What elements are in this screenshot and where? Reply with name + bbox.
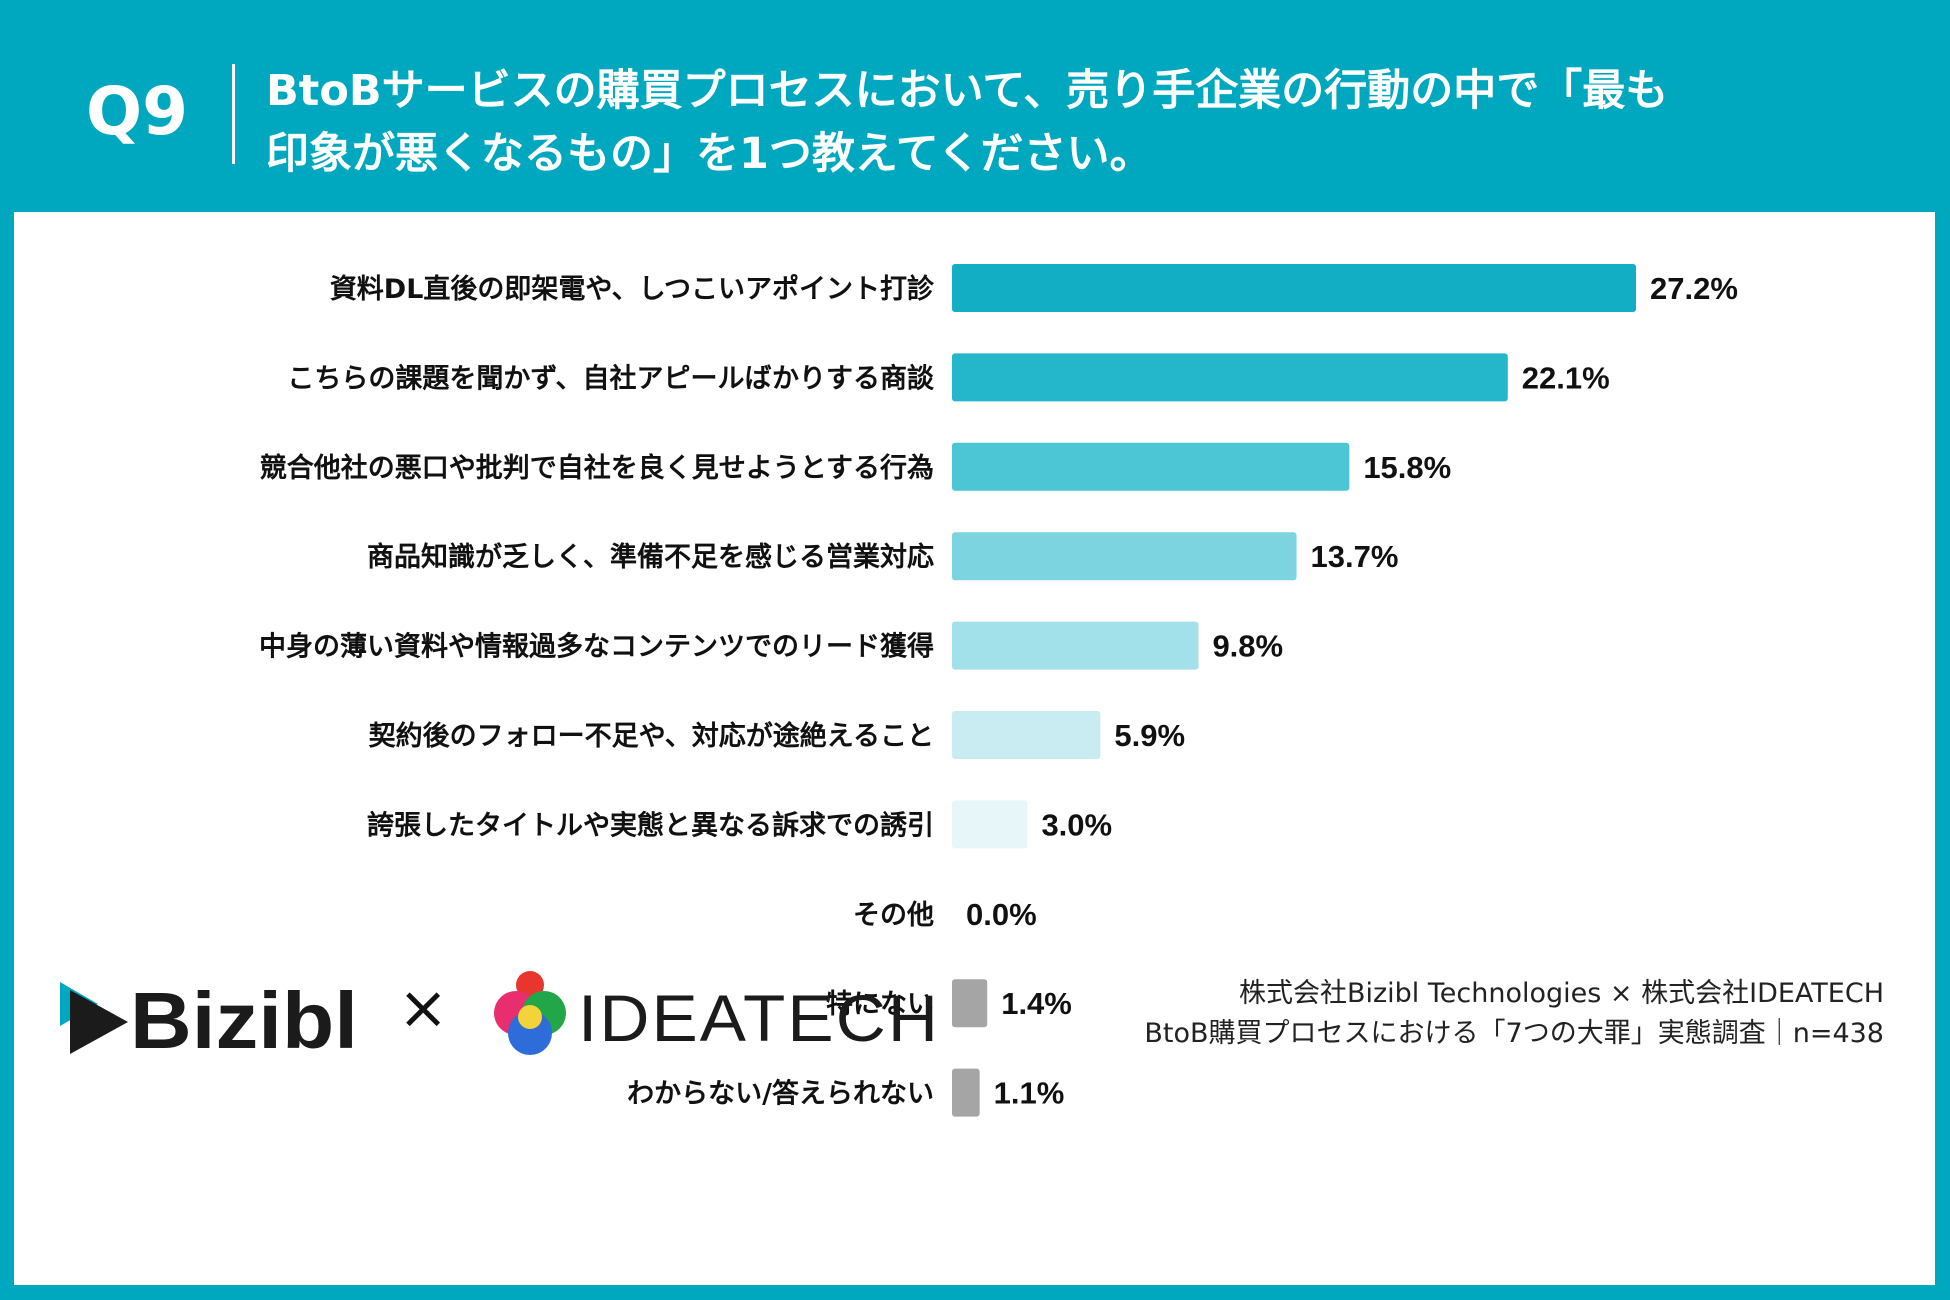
chart-panel: 資料DL直後の即架電や、しつこいアポイント打診 27.2% こちらの課題を聞かず、自… — [14, 212, 1935, 1285]
header-divider — [232, 64, 235, 164]
value-label: 15.8% — [1363, 450, 1451, 485]
category-label: 誇張したタイトルや実態と異なる訴求での誘引 — [367, 809, 934, 841]
bar — [952, 442, 1350, 491]
bizibl-play-icon — [70, 990, 128, 1054]
question-title: BtoBサービスの購買プロセスにおいて、売り手企業の行動の中で「最も 印象が悪く… — [266, 60, 1826, 186]
value-label: 0.0% — [966, 897, 1037, 932]
category-label: その他 — [853, 900, 934, 931]
category-label: 中身の薄い資料や情報過多なコンテンツでのリード獲得 — [259, 631, 934, 663]
bar — [952, 800, 1028, 849]
source-line-1: 株式会社Bizibl Technologies × 株式会社IDEATECH — [1238, 978, 1884, 1009]
ideatech-color-icon — [494, 971, 566, 1055]
bizibl-logo: Bizibl — [60, 976, 358, 1060]
ideatech-logo: IDEATECH — [494, 971, 940, 1055]
question-number: Q9 — [86, 73, 189, 150]
value-label: 1.4% — [1001, 986, 1072, 1021]
bar — [952, 264, 1636, 312]
value-label: 13.7% — [1311, 539, 1399, 574]
bar — [952, 979, 988, 1028]
category-label: 商品知識が乏しく、準備不足を感じる営業対応 — [367, 541, 934, 573]
category-label: 競合他社の悪口や批判で自社を良く見せようとする行為 — [260, 452, 934, 484]
bar — [952, 621, 1199, 670]
value-label: 3.0% — [1041, 807, 1112, 842]
category-label: 資料DL直後の即架電や、しつこいアポイント打診 — [330, 273, 935, 305]
value-label: 1.1% — [994, 1076, 1065, 1111]
question-title-line-2: 印象が悪くなるもの」を1つ教えてください。 — [266, 129, 1153, 179]
value-label: 5.9% — [1114, 718, 1185, 753]
bizibl-wordmark: Bizibl — [130, 976, 358, 1060]
bar — [952, 1068, 980, 1117]
category-label: 特にない — [826, 989, 934, 1020]
bar — [952, 711, 1101, 759]
bar-chart: 資料DL直後の即架電や、しつこいアポイント打診 27.2% こちらの課題を聞かず、自… — [259, 264, 1738, 1117]
value-label: 22.1% — [1522, 360, 1610, 395]
ideatech-wordmark: IDEATECH — [578, 981, 940, 1055]
source-line-2: BtoB購買プロセスにおける「7つの大罪」実態調査｜n=438 — [1144, 1018, 1884, 1049]
value-label: 9.8% — [1212, 629, 1283, 664]
question-title-line-1: BtoBサービスの購買プロセスにおいて、売り手企業の行動の中で「最も — [266, 66, 1669, 116]
category-label: わからない/答えられない — [627, 1078, 934, 1110]
survey-source: 株式会社Bizibl Technologies × 株式会社IDEATECH B… — [1144, 974, 1884, 1054]
bar — [952, 353, 1508, 402]
category-label: 契約後のフォロー不足や、対応が途絶えること — [369, 720, 934, 752]
collaboration-times-symbol: × — [398, 973, 449, 1043]
value-label: 27.2% — [1650, 271, 1738, 306]
category-label: こちらの課題を聞かず、自社アピールばかりする商談 — [287, 362, 935, 394]
bar — [952, 532, 1297, 581]
